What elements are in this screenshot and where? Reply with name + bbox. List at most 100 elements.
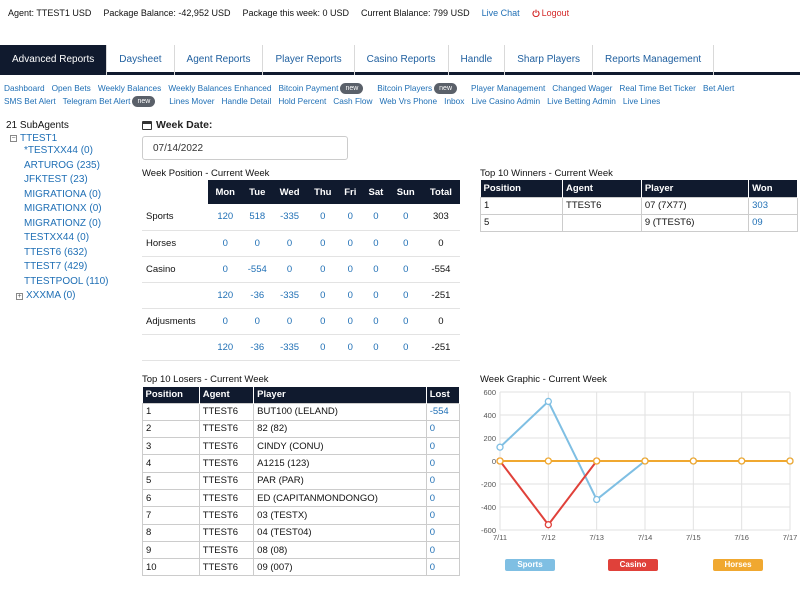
tree-item-ttest6-632[interactable]: TTEST6 (632) bbox=[24, 246, 88, 258]
day-value-link[interactable]: 0 bbox=[389, 334, 422, 361]
day-value-link[interactable]: -36 bbox=[242, 334, 273, 361]
week-date-input[interactable] bbox=[142, 136, 348, 160]
subnav-web-vrs-phone[interactable]: Web Vrs Phone bbox=[379, 96, 438, 106]
day-value-link[interactable]: 0 bbox=[389, 282, 422, 309]
day-value-link[interactable]: 0 bbox=[338, 282, 363, 309]
tree-item-migrationa-0[interactable]: MIGRATIONA (0) bbox=[24, 188, 102, 200]
day-value-link[interactable]: 0 bbox=[208, 308, 243, 335]
amount-link[interactable]: -554 bbox=[425, 402, 461, 421]
subnav-open-bets[interactable]: Open Bets bbox=[51, 83, 91, 93]
day-value-link[interactable]: -335 bbox=[272, 282, 308, 309]
day-value-link[interactable]: 0 bbox=[338, 334, 363, 361]
day-value-link[interactable]: 0 bbox=[389, 256, 422, 283]
amount-link[interactable]: 0 bbox=[425, 558, 461, 577]
day-value-link[interactable]: 0 bbox=[338, 230, 363, 257]
logout-link[interactable]: Logout bbox=[532, 8, 569, 18]
day-value-link[interactable]: 0 bbox=[272, 230, 308, 257]
day-value-link[interactable]: 0 bbox=[389, 230, 422, 257]
legend-item-sports[interactable]: Sports bbox=[505, 559, 555, 571]
day-value-link[interactable]: 0 bbox=[307, 204, 339, 231]
day-value-link[interactable]: 120 bbox=[208, 334, 243, 361]
day-value-link[interactable]: 0 bbox=[362, 282, 390, 309]
subnav-bitcoin-payment[interactable]: Bitcoin Payment new bbox=[278, 82, 370, 95]
tree-root-xxxma[interactable]: + XXXMA (0) bbox=[16, 289, 134, 304]
day-value-link[interactable]: 0 bbox=[389, 204, 422, 231]
subnav-bitcoin-players[interactable]: Bitcoin Players new bbox=[377, 82, 464, 95]
subnav-cash-flow[interactable]: Cash Flow bbox=[333, 96, 373, 106]
amount-link[interactable]: 303 bbox=[748, 196, 798, 215]
subnav-lines-mover[interactable]: Lines Mover bbox=[169, 96, 215, 106]
amount-link[interactable]: 09 bbox=[748, 213, 798, 232]
tree-item-ttestpool-110[interactable]: TTESTPOOL (110) bbox=[24, 275, 109, 287]
day-value-link[interactable]: 0 bbox=[362, 334, 390, 361]
day-value-link[interactable]: 0 bbox=[307, 334, 339, 361]
subnav-changed-wager[interactable]: Changed Wager bbox=[552, 83, 613, 93]
tab-reports-management[interactable]: Reports Management bbox=[593, 45, 715, 75]
subnav-live-casino-admin[interactable]: Live Casino Admin bbox=[471, 96, 541, 106]
subnav-sms-bet-alert[interactable]: SMS Bet Alert bbox=[4, 96, 56, 106]
day-value-link[interactable]: 0 bbox=[272, 256, 308, 283]
amount-link[interactable]: 0 bbox=[425, 523, 461, 542]
tab-agent-reports[interactable]: Agent Reports bbox=[175, 45, 264, 75]
day-value-link[interactable]: -335 bbox=[272, 204, 308, 231]
amount-link[interactable]: 0 bbox=[425, 437, 461, 456]
tree-item-ttest7-429[interactable]: TTEST7 (429) bbox=[24, 261, 88, 272]
subnav-player-management[interactable]: Player Management bbox=[471, 83, 546, 93]
subnav-live-lines[interactable]: Live Lines bbox=[622, 96, 661, 106]
day-value-link[interactable]: -36 bbox=[242, 282, 273, 309]
day-value-link[interactable]: 0 bbox=[307, 308, 339, 335]
day-value-link[interactable]: -335 bbox=[272, 334, 308, 361]
tree-item-testxx44-0[interactable]: *TESTXX44 (0) bbox=[24, 145, 93, 156]
day-value-link[interactable]: 0 bbox=[389, 308, 422, 335]
day-value-link[interactable]: 0 bbox=[362, 256, 390, 283]
tree-item-testxx44-0[interactable]: TESTXX44 (0) bbox=[24, 232, 90, 243]
day-value-link[interactable]: 518 bbox=[242, 204, 273, 231]
day-value-link[interactable]: 0 bbox=[362, 308, 390, 335]
amount-link[interactable]: 0 bbox=[425, 471, 461, 490]
day-value-link[interactable]: 0 bbox=[307, 256, 339, 283]
amount-link[interactable]: 0 bbox=[425, 506, 461, 525]
tree-item-migrationz-0[interactable]: MIGRATIONZ (0) bbox=[24, 217, 102, 229]
day-value-link[interactable]: 0 bbox=[208, 256, 243, 283]
subnav-real-time-bet-ticker[interactable]: Real Time Bet Ticker bbox=[619, 83, 696, 93]
tab-casino-reports[interactable]: Casino Reports bbox=[355, 45, 449, 75]
tree-item-arturog-235[interactable]: ARTUROG (235) bbox=[24, 159, 100, 171]
expand-icon[interactable]: + bbox=[16, 292, 23, 300]
day-value-link[interactable]: 0 bbox=[362, 230, 390, 257]
legend-item-casino[interactable]: Casino bbox=[608, 559, 658, 571]
day-value-link[interactable]: 0 bbox=[307, 230, 339, 257]
subnav-live-betting-admin[interactable]: Live Betting Admin bbox=[547, 96, 616, 106]
tab-advanced-reports[interactable]: Advanced Reports bbox=[0, 45, 108, 75]
legend-item-horses[interactable]: Horses bbox=[713, 559, 763, 571]
day-value-link[interactable]: 0 bbox=[338, 256, 363, 283]
tree-item-jfktest-23[interactable]: JFKTEST (23) bbox=[24, 174, 88, 185]
day-value-link[interactable]: 0 bbox=[208, 230, 243, 257]
day-value-link[interactable]: 0 bbox=[338, 308, 363, 335]
amount-link[interactable]: 0 bbox=[425, 419, 461, 439]
tab-sharp-players[interactable]: Sharp Players bbox=[505, 45, 594, 75]
day-value-link[interactable]: 0 bbox=[242, 308, 273, 335]
subnav-hold-percent[interactable]: Hold Percent bbox=[278, 96, 327, 106]
day-value-link[interactable]: 120 bbox=[208, 282, 243, 309]
tab-player-reports[interactable]: Player Reports bbox=[263, 45, 355, 75]
day-value-link[interactable]: 0 bbox=[362, 204, 390, 231]
subnav-inbox[interactable]: Inbox bbox=[444, 96, 465, 106]
collapse-icon[interactable]: − bbox=[10, 135, 17, 142]
subnav-weekly-balances-enhanced[interactable]: Weekly Balances Enhanced bbox=[168, 83, 272, 93]
subnav-weekly-balances[interactable]: Weekly Balances bbox=[97, 83, 162, 93]
amount-link[interactable]: 0 bbox=[425, 540, 461, 560]
day-value-link[interactable]: -554 bbox=[242, 256, 273, 283]
tab-daysheet[interactable]: Daysheet bbox=[107, 45, 175, 75]
subnav-handle-detail[interactable]: Handle Detail bbox=[221, 96, 272, 106]
tree-item-migrationx-0[interactable]: MIGRATIONX (0) bbox=[24, 203, 102, 214]
tree-root-ttest1[interactable]: − TTEST1 bbox=[10, 133, 134, 144]
subnav-bet-alert[interactable]: Bet Alert bbox=[702, 83, 735, 93]
amount-link[interactable]: 0 bbox=[425, 454, 461, 473]
live-chat-link[interactable]: Live Chat bbox=[481, 8, 520, 18]
subnav-dashboard[interactable]: Dashboard bbox=[4, 83, 45, 93]
day-value-link[interactable]: 0 bbox=[272, 308, 308, 335]
day-value-link[interactable]: 120 bbox=[208, 204, 243, 231]
subnav-telegram-bet-alert[interactable]: Telegram Bet Alert new bbox=[63, 95, 163, 108]
amount-link[interactable]: 0 bbox=[425, 488, 461, 508]
day-value-link[interactable]: 0 bbox=[338, 204, 363, 231]
